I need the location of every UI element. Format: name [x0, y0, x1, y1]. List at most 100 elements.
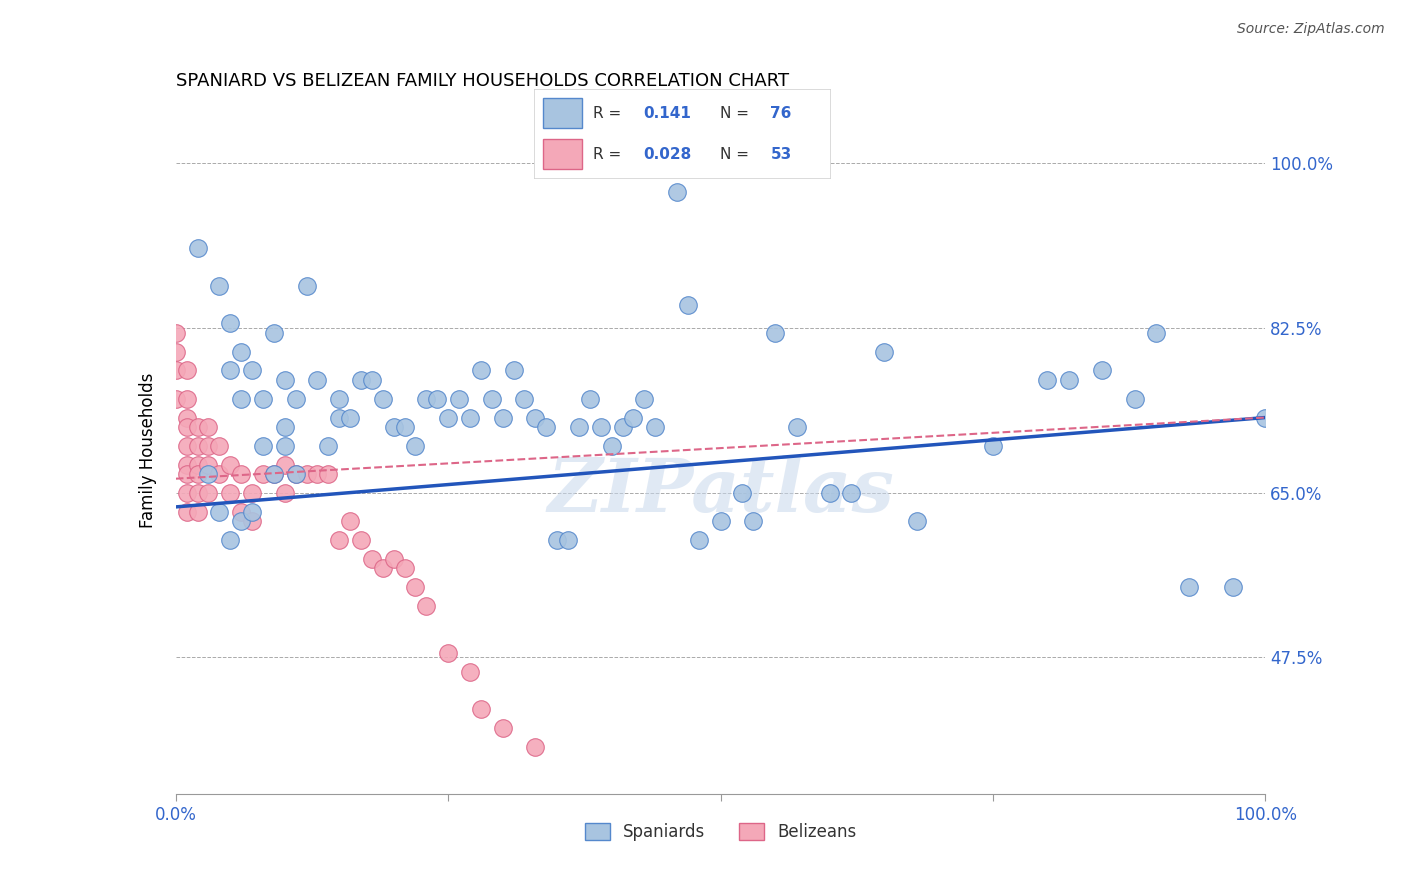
Point	[557, 533, 579, 547]
Point	[426, 392, 449, 406]
Point	[492, 410, 515, 425]
Point	[502, 363, 524, 377]
Point	[742, 514, 765, 528]
Point	[415, 599, 437, 613]
Point	[208, 467, 231, 481]
Point	[818, 485, 841, 500]
Point	[176, 458, 198, 472]
Point	[437, 410, 460, 425]
Point	[731, 485, 754, 500]
Point	[231, 505, 253, 519]
Point	[197, 420, 219, 434]
Point	[165, 363, 187, 377]
Legend: Spaniards, Belizeans: Spaniards, Belizeans	[578, 816, 863, 847]
Point	[524, 739, 547, 754]
Point	[186, 485, 209, 500]
Point	[458, 665, 481, 679]
Text: Source: ZipAtlas.com: Source: ZipAtlas.com	[1237, 22, 1385, 37]
Point	[252, 392, 274, 406]
Text: 0.141: 0.141	[644, 106, 692, 120]
Text: 76: 76	[770, 106, 792, 120]
Point	[165, 344, 187, 359]
Point	[263, 467, 285, 481]
Point	[231, 514, 253, 528]
Point	[1254, 410, 1277, 425]
Point	[176, 439, 198, 453]
Text: ZIPatlas: ZIPatlas	[547, 456, 894, 528]
Point	[176, 505, 198, 519]
Text: 53: 53	[770, 147, 792, 161]
Point	[263, 326, 285, 340]
Point	[524, 410, 547, 425]
Point	[176, 467, 198, 481]
Point	[600, 439, 623, 453]
Point	[688, 533, 710, 547]
Point	[350, 373, 373, 387]
Point	[481, 392, 503, 406]
Point	[405, 439, 427, 453]
Point	[197, 467, 219, 481]
FancyBboxPatch shape	[543, 139, 582, 169]
Point	[274, 485, 297, 500]
Point	[240, 505, 263, 519]
Point	[307, 467, 329, 481]
Point	[981, 439, 1004, 453]
Point	[763, 326, 786, 340]
Text: R =: R =	[593, 106, 627, 120]
Point	[710, 514, 733, 528]
Point	[219, 485, 242, 500]
Point	[666, 185, 689, 199]
Point	[1222, 580, 1244, 594]
Point	[633, 392, 655, 406]
Point	[176, 485, 198, 500]
Point	[328, 410, 350, 425]
Point	[274, 458, 297, 472]
Point	[165, 392, 187, 406]
Text: 0.028: 0.028	[644, 147, 692, 161]
Point	[176, 392, 198, 406]
Point	[240, 485, 263, 500]
Point	[284, 467, 307, 481]
Point	[1036, 373, 1059, 387]
Point	[394, 561, 416, 575]
Point	[841, 485, 863, 500]
Point	[405, 580, 427, 594]
Point	[612, 420, 634, 434]
Point	[339, 514, 361, 528]
Point	[534, 420, 557, 434]
Point	[360, 373, 382, 387]
Point	[186, 439, 209, 453]
Point	[274, 439, 297, 453]
Point	[186, 458, 209, 472]
Point	[186, 420, 209, 434]
Point	[350, 533, 373, 547]
Point	[186, 241, 209, 255]
Point	[644, 420, 666, 434]
Point	[447, 392, 470, 406]
Point	[1123, 392, 1146, 406]
Point	[165, 326, 187, 340]
Point	[676, 298, 699, 312]
Point	[186, 467, 209, 481]
Point	[318, 467, 340, 481]
FancyBboxPatch shape	[543, 98, 582, 128]
Point	[492, 721, 515, 735]
Y-axis label: Family Households: Family Households	[139, 373, 157, 528]
Point	[208, 278, 231, 293]
Point	[176, 420, 198, 434]
Point	[394, 420, 416, 434]
Text: N =: N =	[720, 106, 754, 120]
Point	[318, 439, 340, 453]
Point	[786, 420, 808, 434]
Point	[274, 420, 297, 434]
Point	[284, 392, 307, 406]
Point	[382, 551, 405, 566]
Point	[382, 420, 405, 434]
Point	[437, 646, 460, 660]
Point	[371, 561, 394, 575]
Point	[905, 514, 928, 528]
Point	[197, 439, 219, 453]
Point	[295, 467, 318, 481]
Point	[219, 458, 242, 472]
Point	[263, 467, 285, 481]
